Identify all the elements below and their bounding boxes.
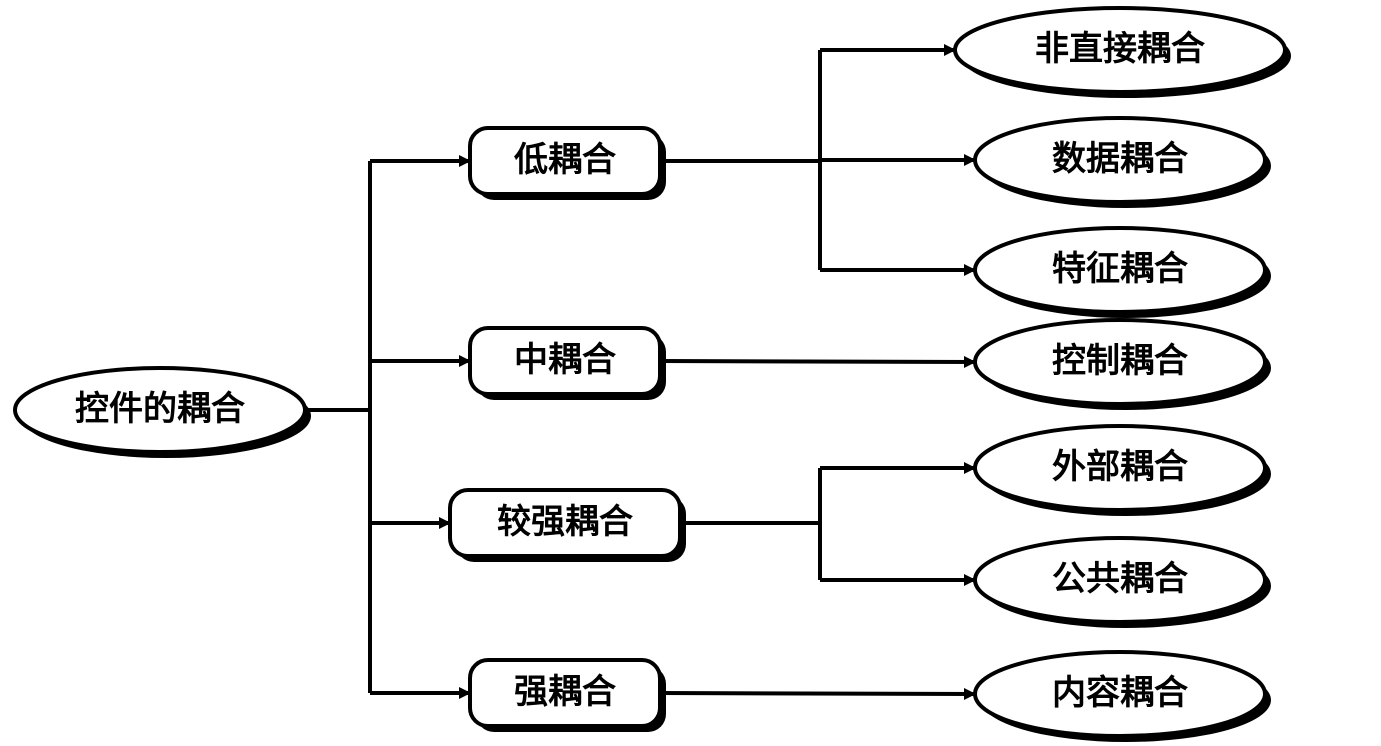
node-label-mid: 中耦合 — [514, 341, 616, 379]
node-external: 外部耦合 — [975, 426, 1271, 516]
node-label-public: 公共耦合 — [1052, 560, 1188, 598]
edge-mid-control — [660, 361, 975, 362]
node-root: 控件的耦合 — [15, 368, 311, 458]
node-low: 低耦合 — [470, 128, 666, 200]
node-label-root: 控件的耦合 — [75, 390, 245, 428]
node-label-strong: 强耦合 — [514, 673, 616, 711]
nodes-layer: 控件的耦合 低耦合中耦合较强耦合强耦合 非直接耦合数据耦合特征耦合控制耦合外部耦合公… — [15, 8, 1291, 742]
node-label-content: 内容耦合 — [1052, 674, 1188, 712]
node-public: 公共耦合 — [975, 538, 1271, 628]
coupling-tree-diagram: 控件的耦合 低耦合中耦合较强耦合强耦合 非直接耦合数据耦合特征耦合控制耦合外部耦合公… — [0, 0, 1381, 746]
node-content: 内容耦合 — [975, 652, 1271, 742]
node-nondirect: 非直接耦合 — [955, 8, 1291, 98]
node-data: 数据耦合 — [975, 118, 1271, 208]
node-label-control: 控制耦合 — [1052, 342, 1188, 380]
node-mid: 中耦合 — [470, 328, 666, 400]
edge-strong-content — [660, 693, 975, 694]
node-label-low: 低耦合 — [514, 141, 616, 179]
node-stronger: 较强耦合 — [450, 490, 686, 562]
node-label-data: 数据耦合 — [1052, 140, 1188, 178]
node-feature: 特征耦合 — [975, 228, 1271, 318]
node-label-feature: 特征耦合 — [1052, 250, 1188, 288]
node-label-nondirect: 非直接耦合 — [1035, 30, 1205, 68]
node-control: 控制耦合 — [975, 320, 1271, 410]
node-label-external: 外部耦合 — [1052, 448, 1188, 486]
node-label-stronger: 较强耦合 — [497, 503, 633, 541]
node-strong: 强耦合 — [470, 660, 666, 732]
